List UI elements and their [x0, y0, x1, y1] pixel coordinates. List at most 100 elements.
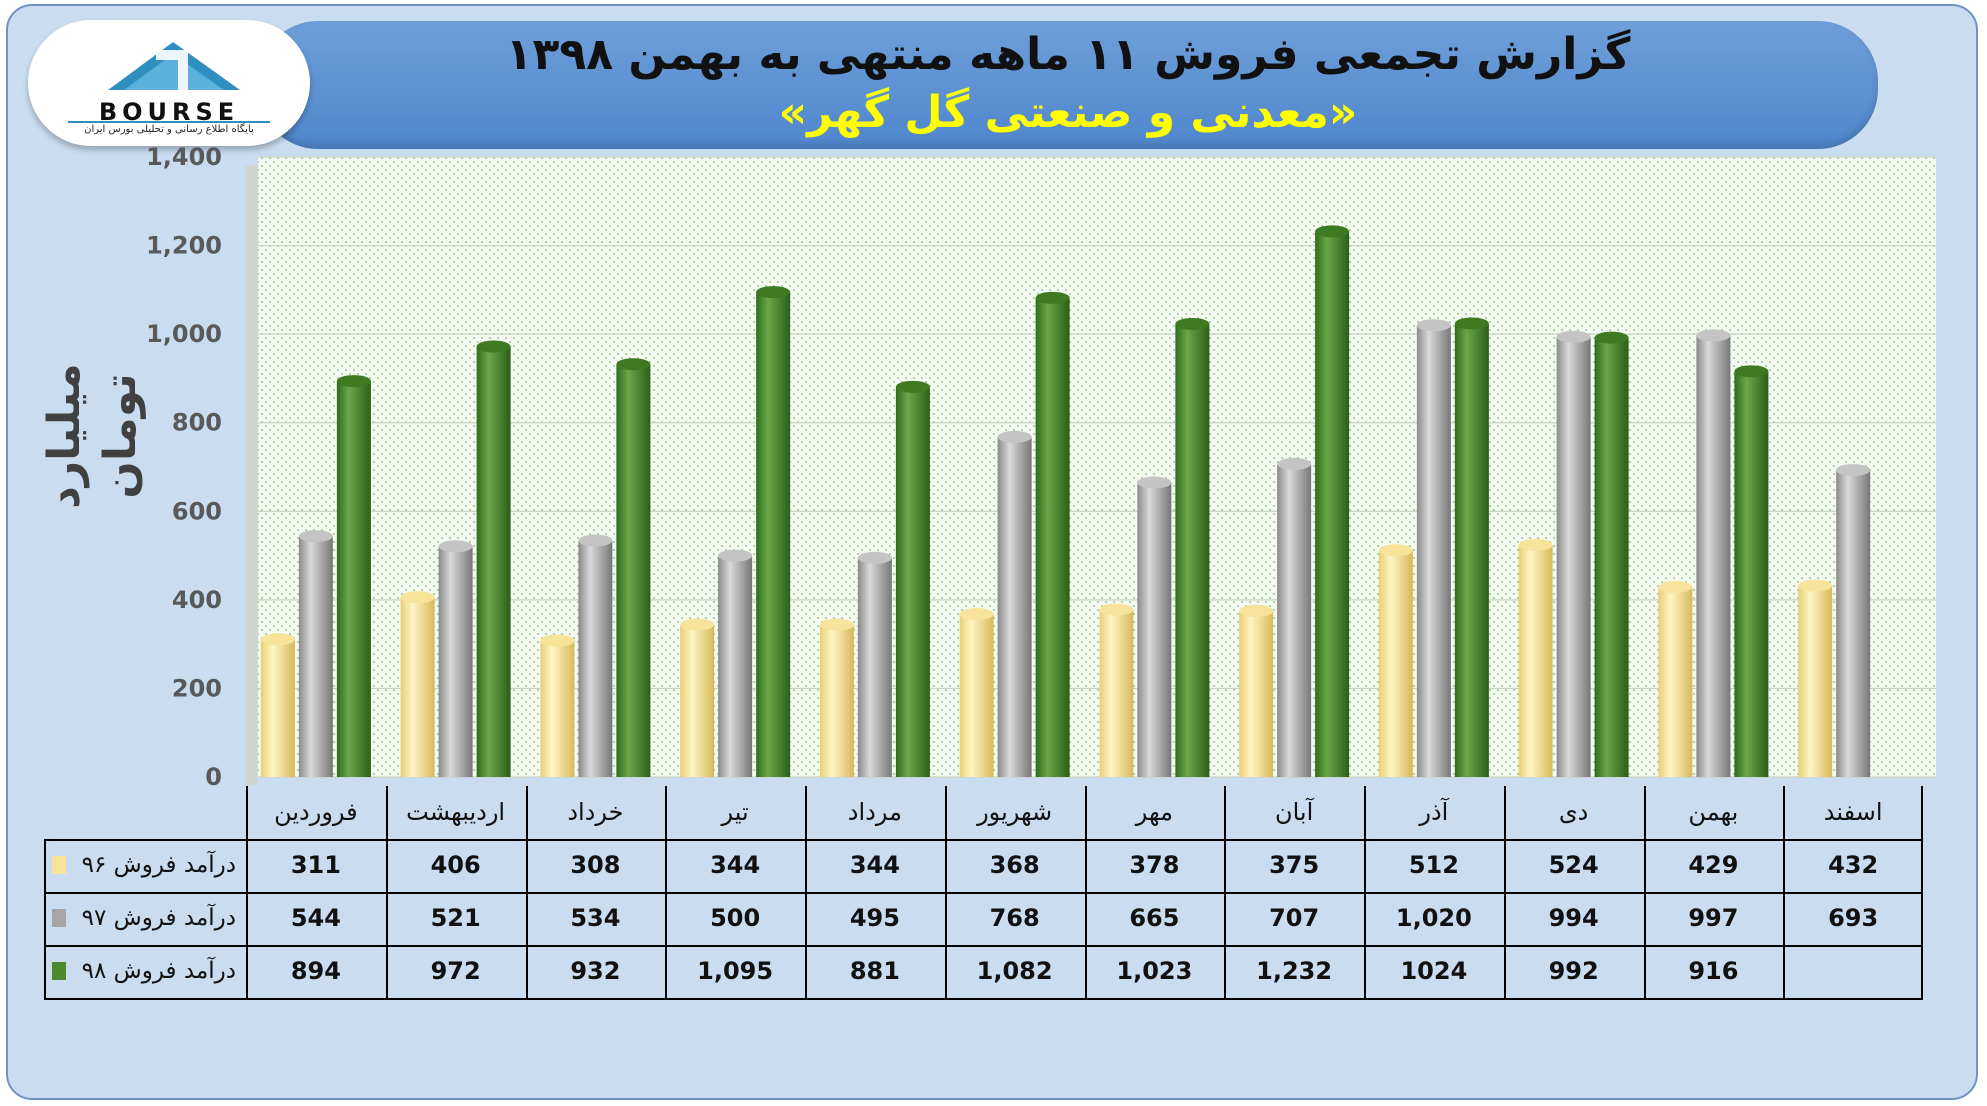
bar-top-98-2 — [616, 358, 651, 371]
data-table: فروردین اردیبهشت خرداد تیر مرداد شهریور مهر آبا… — [44, 786, 1923, 1000]
bar-top-98-0 — [336, 375, 371, 388]
month-label: فروردین — [274, 798, 358, 826]
bar-96-5 — [959, 614, 994, 777]
bar-96-2 — [540, 640, 575, 777]
bar-98-10 — [1734, 371, 1769, 777]
data-label: 1,095 — [697, 957, 774, 985]
data-label: 378 — [1129, 851, 1180, 879]
month-label: دی — [1558, 798, 1589, 826]
table-vline — [44, 839, 46, 998]
bar-top-96-11 — [1798, 579, 1833, 592]
data-label: 997 — [1688, 904, 1739, 932]
bar-96-3 — [680, 624, 715, 777]
data-label: 368 — [989, 851, 1040, 879]
data-label: 665 — [1129, 904, 1180, 932]
data-label: 500 — [710, 904, 761, 932]
table-vline — [1224, 786, 1227, 998]
plot-area — [258, 157, 1936, 777]
table-vline — [944, 786, 947, 998]
table-vline — [1783, 786, 1786, 998]
month-label: آبان — [1274, 798, 1314, 826]
bar-97-8 — [1416, 325, 1451, 777]
data-label: 534 — [570, 904, 621, 932]
data-label: 932 — [570, 957, 621, 985]
bar-top-97-8 — [1416, 319, 1451, 332]
data-label: 894 — [290, 957, 341, 985]
bar-97-1 — [438, 546, 473, 777]
table-hline — [44, 892, 1923, 894]
table-hline — [44, 945, 1923, 947]
bar-top-98-3 — [756, 286, 791, 299]
bar-96-6 — [1099, 609, 1134, 777]
bar-97-5 — [997, 436, 1032, 777]
data-label: 916 — [1688, 957, 1739, 985]
bar-top-98-6 — [1175, 317, 1210, 330]
bar-97-10 — [1696, 335, 1731, 777]
bourse-logo-icon — [68, 42, 270, 123]
bourse-logo: BOURSE پایگاه اطلاع رسانی و تحلیلی بورس … — [28, 20, 310, 146]
legend-swatch — [52, 962, 66, 980]
legend-swatch — [52, 856, 66, 874]
bar-98-8 — [1454, 323, 1489, 777]
bar-97-3 — [718, 555, 753, 777]
y-tick-label: 200 — [172, 674, 222, 702]
bar-top-96-4 — [819, 618, 854, 631]
plot-side-wall — [246, 165, 258, 785]
bar-top-96-6 — [1099, 603, 1134, 616]
bar-96-7 — [1239, 610, 1274, 777]
bar-96-9 — [1518, 544, 1553, 777]
table-vline — [1643, 786, 1646, 998]
data-label: 992 — [1548, 957, 1599, 985]
bar-97-6 — [1137, 482, 1172, 777]
bar-top-96-9 — [1518, 538, 1553, 551]
bar-top-97-0 — [298, 530, 333, 543]
table-vline — [665, 786, 668, 998]
bar-top-97-1 — [438, 540, 473, 553]
data-label: 1,023 — [1116, 957, 1193, 985]
table-hline — [44, 839, 1923, 841]
month-label: خرداد — [567, 798, 624, 826]
series-label: درآمد فروش ۹۷ — [44, 892, 244, 945]
bar-top-97-6 — [1137, 476, 1172, 489]
bar-top-97-9 — [1556, 330, 1591, 343]
y-axis-ticks: 0 200 400 600 800 1,000 1,200 1,400 — [146, 143, 222, 791]
table-row: درآمد فروش ۹۷ 544 521 534 500 495 768 665 707 1,0… — [44, 892, 1923, 945]
bar-96-1 — [400, 597, 435, 777]
data-label: 308 — [570, 851, 621, 879]
bar-top-97-7 — [1277, 457, 1312, 470]
data-label: 429 — [1688, 851, 1739, 879]
bar-98-6 — [1175, 323, 1210, 777]
month-label: آذر — [1419, 798, 1449, 826]
bar-top-97-2 — [578, 534, 613, 547]
data-label: 432 — [1828, 851, 1879, 879]
data-label: 707 — [1269, 904, 1320, 932]
data-label: 495 — [849, 904, 900, 932]
chart-title: گزارش تجمعی فروش ۱۱ ماهه منتهی به بهمن ۱… — [505, 29, 1631, 80]
bar-97-0 — [298, 536, 333, 777]
y-tick-label: 600 — [172, 497, 222, 525]
bar-98-1 — [476, 346, 511, 777]
month-label: مرداد — [847, 798, 902, 826]
table-row: درآمد فروش ۹۶ 311 406 308 344 344 368 378 375 512… — [44, 839, 1923, 892]
data-label: 1024 — [1400, 957, 1468, 985]
bar-98-3 — [756, 292, 791, 777]
table-vline — [1503, 786, 1506, 998]
data-label — [1783, 945, 1923, 998]
table-vline — [1364, 786, 1366, 998]
bar-top-96-7 — [1239, 604, 1274, 617]
bar-96-4 — [819, 624, 854, 777]
bar-96-8 — [1378, 550, 1413, 777]
logo-brand: BOURSE — [98, 98, 240, 126]
table-vline — [525, 786, 528, 998]
bar-96-0 — [260, 639, 295, 777]
bar-98-0 — [336, 381, 371, 777]
series-label: درآمد فروش ۹۶ — [44, 839, 244, 892]
table-vline — [1084, 786, 1087, 998]
bar-97-7 — [1277, 463, 1312, 777]
series-label: درآمد فروش ۹۸ — [44, 945, 244, 998]
data-label: 375 — [1269, 851, 1320, 879]
month-label: شهریور — [977, 798, 1053, 826]
table-vline — [385, 786, 388, 998]
y-tick-label: 1,400 — [146, 143, 222, 171]
data-label: 344 — [710, 851, 761, 879]
